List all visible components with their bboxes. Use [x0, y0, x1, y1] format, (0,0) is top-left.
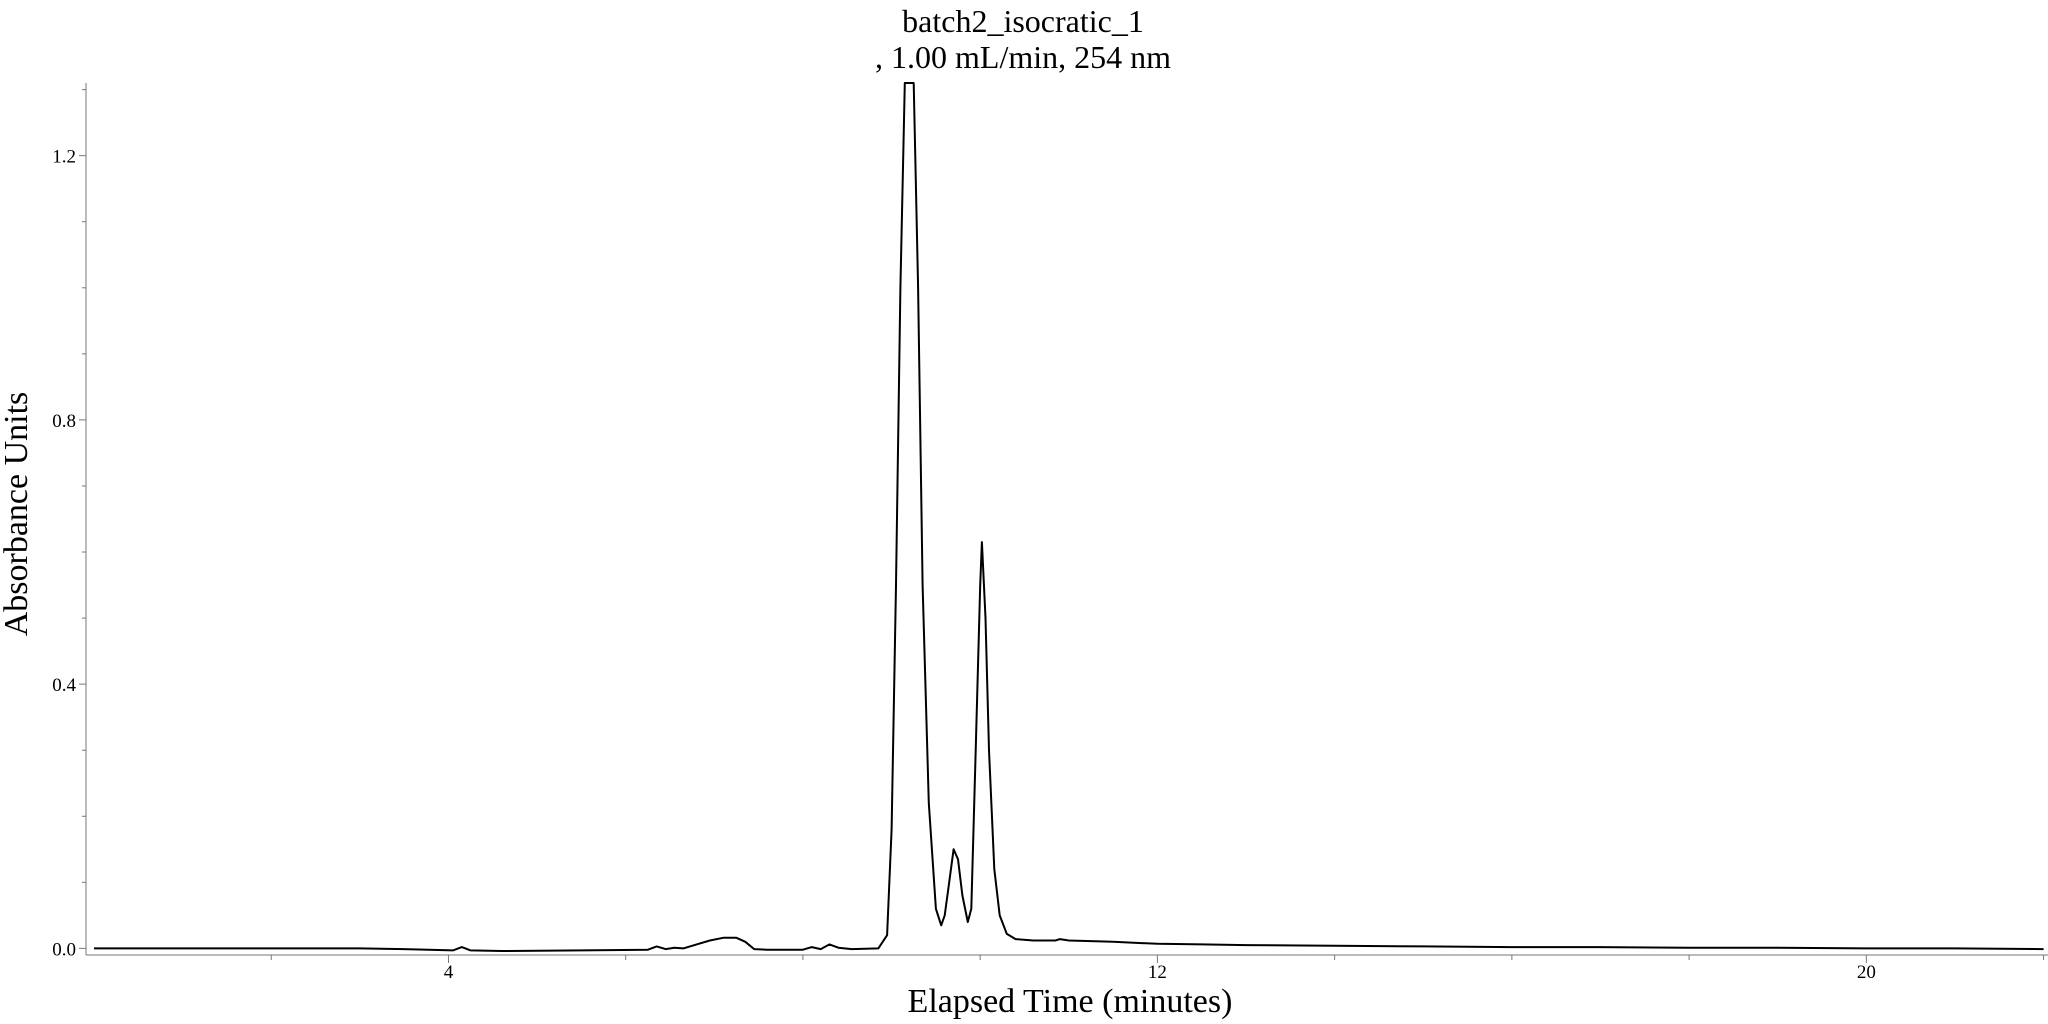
chromatogram-trace: [94, 82, 2044, 952]
y-axis-label: Absorbance Units: [0, 392, 35, 637]
chart-subtitle: , 1.00 mL/min, 254 nm: [875, 39, 1171, 75]
y-tick-label: 1.2: [52, 147, 76, 168]
tick-labels: 4 12 20 0.0 0.4 0.8 1.2: [52, 147, 1876, 983]
x-tick-label: 20: [1857, 962, 1876, 983]
y-tick-label: 0.8: [52, 411, 76, 432]
axes: [85, 83, 2048, 956]
x-tick-label: 12: [1148, 962, 1167, 983]
x-tick-label: 4: [444, 962, 454, 983]
chart-title: batch2_isocratic_1: [902, 3, 1144, 39]
x-axis-label: Elapsed Time (minutes): [908, 983, 1233, 1020]
y-tick-label: 0.0: [52, 939, 76, 960]
y-tick-label: 0.4: [52, 675, 76, 696]
ticks: [79, 89, 2045, 963]
series-layer: [94, 82, 2044, 952]
